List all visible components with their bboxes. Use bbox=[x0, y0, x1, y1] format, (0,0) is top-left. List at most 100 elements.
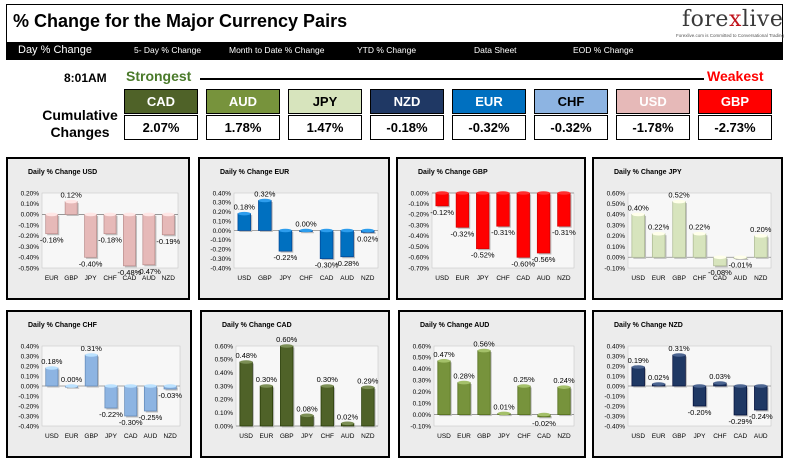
currency-box-nzd: NZD -0.18% bbox=[370, 89, 444, 140]
x-tick-label: NZD bbox=[162, 275, 176, 282]
bar-shadow bbox=[66, 387, 80, 389]
bar-cap bbox=[672, 199, 686, 204]
plot-area bbox=[235, 345, 379, 427]
bar-cap bbox=[652, 231, 665, 236]
currency-box-cad: CAD 2.07% bbox=[124, 89, 198, 140]
data-label: 0.30% bbox=[317, 375, 339, 384]
bar bbox=[104, 385, 118, 409]
bar-cap bbox=[164, 384, 177, 388]
bar-cap bbox=[693, 231, 706, 236]
bar-cap bbox=[652, 382, 665, 386]
bar bbox=[557, 386, 571, 415]
y-tick-label: 0.30% bbox=[607, 222, 626, 229]
nav-month-to-date-change[interactable]: Month to Date % Change bbox=[229, 45, 325, 55]
y-tick-label: 0.00% bbox=[21, 383, 40, 390]
y-tick-label: 0.30% bbox=[413, 378, 432, 385]
bar-cap bbox=[693, 384, 706, 388]
bar bbox=[239, 361, 253, 427]
data-label: 0.18% bbox=[234, 203, 256, 212]
x-tick-label: EUR bbox=[652, 275, 666, 282]
y-tick-label: 0.00% bbox=[607, 255, 626, 262]
data-label: -0.18% bbox=[98, 236, 122, 245]
chart-panel-usd: Daily % Change USD 0.20% 0.10% 0.00% -0.10%… bbox=[6, 157, 190, 300]
header: % Change for the Major Currency Pairs fo… bbox=[6, 4, 784, 60]
forexlive-logo[interactable]: forexlive Forexlive.com is Committed to … bbox=[674, 7, 784, 41]
x-tick-label: GBP bbox=[84, 433, 98, 440]
x-tick-label: JPY bbox=[105, 433, 118, 440]
bar bbox=[733, 385, 748, 416]
data-label: 0.30% bbox=[256, 375, 278, 384]
y-tick-label: -0.70% bbox=[408, 265, 429, 272]
bar bbox=[280, 345, 294, 427]
chart-cad: 0.60% 0.50% 0.40% 0.30% 0.20% 0.10% 0.00% 0.48%… bbox=[215, 335, 379, 440]
y-tick-label: 0.10% bbox=[21, 201, 40, 208]
nav-eod-change[interactable]: EOD % Change bbox=[573, 45, 634, 55]
bar-cap bbox=[341, 421, 354, 426]
data-label: 0.56% bbox=[473, 340, 495, 349]
bar bbox=[455, 192, 470, 228]
bar-cap bbox=[84, 212, 97, 217]
currency-name: NZD bbox=[370, 89, 444, 114]
data-label: -0.12% bbox=[430, 208, 454, 217]
rank-line bbox=[200, 78, 704, 80]
bar-cap bbox=[299, 228, 313, 233]
data-label: -0.25% bbox=[139, 413, 163, 422]
x-tick-label: CAD bbox=[537, 433, 551, 440]
bar-cap bbox=[734, 384, 747, 388]
x-tick-label: NZD bbox=[361, 433, 375, 440]
y-tick-label: 0.30% bbox=[21, 353, 40, 360]
data-label: -0.19% bbox=[156, 237, 180, 246]
currency-name: JPY bbox=[288, 89, 362, 114]
data-label: 0.40% bbox=[628, 203, 650, 212]
bar bbox=[123, 214, 136, 267]
y-tick-label: 0.10% bbox=[21, 373, 40, 380]
bar bbox=[557, 192, 571, 227]
data-label: 0.60% bbox=[276, 335, 298, 344]
data-label: 0.47% bbox=[433, 350, 455, 359]
page-title: % Change for the Major Currency Pairs bbox=[13, 11, 348, 31]
nav-5day-change[interactable]: 5- Day % Change bbox=[134, 45, 202, 55]
chart-panel-nzd: Daily % Change NZD 0.40% 0.30% 0.20% 0.10% 0… bbox=[592, 310, 783, 458]
currency-cumulative-value: 1.47% bbox=[288, 115, 362, 140]
x-tick-label: JPY bbox=[85, 275, 98, 282]
chart-title: Daily % Change NZD bbox=[614, 322, 683, 329]
data-label: 0.22% bbox=[648, 223, 670, 232]
nav-data-sheet[interactable]: Data Sheet bbox=[474, 45, 517, 55]
data-label: 0.24% bbox=[553, 376, 575, 385]
currency-box-chf: CHF -0.32% bbox=[534, 89, 608, 140]
x-tick-label: CHF bbox=[321, 433, 334, 440]
logo-wordmark: forexlive bbox=[682, 7, 784, 32]
nav-ytd-change[interactable]: YTD % Change bbox=[357, 45, 417, 55]
bar-cap bbox=[516, 191, 530, 195]
bar-cap bbox=[45, 212, 58, 217]
chart-jpy: 0.60%0.50%0.40%0.30%0.20%0.10%0.00%-0.10… bbox=[604, 190, 771, 282]
x-tick-label: CAD bbox=[516, 275, 530, 282]
nav-day-change[interactable]: Day % Change bbox=[18, 44, 92, 56]
bar-cap bbox=[496, 191, 510, 195]
currency-name: CHF bbox=[534, 89, 608, 114]
x-tick-label: USD bbox=[45, 433, 59, 440]
chart-title: Daily % Change CHF bbox=[28, 322, 97, 329]
y-tick-label: 0.00% bbox=[413, 412, 432, 419]
bar-cap bbox=[477, 348, 491, 353]
data-label: 0.12% bbox=[61, 191, 83, 200]
chart-panel-gbp: Daily % Change GBP 0.00% -0.10% -0.20% -0.3… bbox=[396, 157, 586, 300]
bar bbox=[754, 235, 768, 258]
x-tick-label: NZD bbox=[163, 433, 177, 440]
data-label: -0.30% bbox=[315, 261, 339, 270]
y-tick-label: 0.60% bbox=[215, 343, 234, 350]
x-tick-label: EUR bbox=[652, 433, 666, 440]
data-label: 0.48% bbox=[236, 351, 258, 360]
y-tick-label: 0.40% bbox=[607, 343, 626, 350]
data-label: 0.28% bbox=[453, 372, 475, 381]
bar-cap bbox=[124, 384, 137, 388]
y-tick-label: -0.10% bbox=[410, 423, 431, 430]
currency-box-aud: AUD 1.78% bbox=[206, 89, 280, 140]
y-tick-label: -0.40% bbox=[604, 423, 625, 430]
x-tick-label: CHF bbox=[103, 275, 116, 282]
data-label: -0.31% bbox=[552, 228, 576, 237]
currency-name: EUR bbox=[452, 89, 526, 114]
x-tick-label: GBP bbox=[280, 433, 294, 440]
bar bbox=[45, 367, 59, 387]
bar-cap bbox=[437, 359, 451, 363]
